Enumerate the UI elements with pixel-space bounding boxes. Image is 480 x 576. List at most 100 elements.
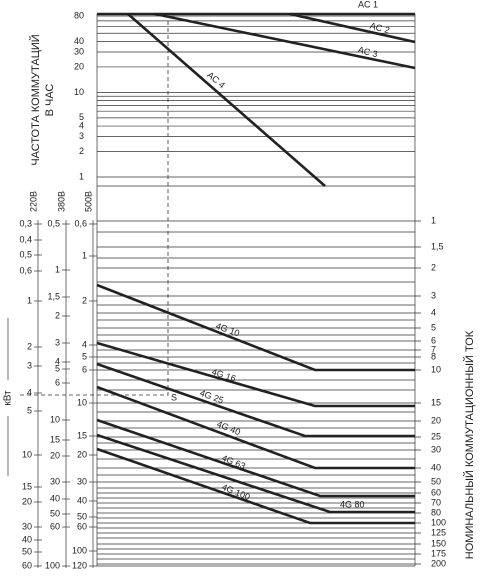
duty-curve [154,12,416,70]
power-label: 10 [22,449,32,459]
power-label: 0,5 [47,218,60,228]
power-label: 20 [77,449,87,459]
curve-label: 4G 16 [211,367,237,384]
frequency-label: 20 [74,61,84,71]
power-label: 2 [55,310,60,320]
power-label: 1 [27,295,32,305]
voltage-header: 500В [83,191,93,212]
rating-curve [96,362,415,438]
duty-curve [127,13,326,187]
power-label: 50 [50,508,60,518]
frequency-label: 40 [74,36,84,46]
power-label: 60 [50,521,60,531]
power-label: 6 [55,377,60,387]
power-label: 0,3 [19,218,32,228]
power-label: 30 [50,476,60,486]
current-label: 200 [431,558,446,568]
frequency-label: 80 [74,10,84,20]
power-label: 20 [22,496,32,506]
power-label: 20 [50,450,60,460]
frequency-label: 10 [74,87,84,97]
current-label: 5 [431,322,436,332]
power-label: 0,6 [19,265,32,275]
current-label: 1 [431,215,436,225]
frequency-label: 30 [74,46,84,56]
rating-curve [96,433,415,514]
current-label: 7 [431,344,436,354]
power-label: 5 [82,351,87,361]
power-label: 4 [82,339,87,349]
current-label: 6 [431,335,436,345]
current-label: 2 [431,262,436,272]
current-label: 25 [431,431,441,441]
power-label: 60 [22,560,32,570]
power-label: 6 [82,364,87,374]
power-label: 1,5 [47,291,60,301]
power-label: 30 [77,476,87,486]
power-label: 0,6 [74,218,87,228]
power-label: 4 [27,387,32,397]
power-label: 30 [22,521,32,531]
power-label: 15 [50,434,60,444]
power-label: 40 [22,534,32,544]
curve-label: AC 4 [205,70,227,91]
voltage-header: 220В [28,191,38,212]
rating-curve [96,447,415,525]
power-label: 100 [45,560,60,570]
current-label: 30 [431,444,441,454]
current-label: 80 [431,507,441,517]
current-label: 8 [431,351,436,361]
power-label: 5 [55,363,60,373]
power-label: 3 [55,337,60,347]
axis-title: НОМИНАЛЬНЫЙ КОММУТАЦИОННЫЙ ТОК [463,330,476,559]
current-label: 1,5 [431,241,444,251]
current-label: 150 [431,538,446,548]
duty-curve [289,12,416,44]
current-label: 50 [431,476,441,486]
current-label: 10 [431,364,441,374]
power-label: 2 [82,295,87,305]
power-label: 0,5 [19,249,32,259]
current-label: 70 [431,497,441,507]
current-label: 100 [431,517,446,527]
power-label: 10 [50,414,60,424]
current-label: 4 [431,307,436,317]
power-label: 40 [77,495,87,505]
power-label: 5 [27,405,32,415]
frequency-label: 5 [79,112,84,122]
frequency-label: 4 [79,120,84,130]
power-label: 0,4 [19,234,32,244]
power-label: 3 [27,360,32,370]
rating-curve [96,418,415,498]
current-label: 3 [431,290,436,300]
power-label: 40 [50,493,60,503]
power-label: 50 [22,546,32,556]
guide [20,14,169,396]
power-label: 10 [77,397,87,407]
power-label: 60 [77,521,87,531]
current-label: 60 [431,487,441,497]
power-label: 50 [77,511,87,521]
curve-label: 4G 40 [215,419,241,437]
current-label: 40 [431,462,441,472]
current-label: 15 [431,397,441,407]
power-label: 2 [27,341,32,351]
frequency-label: 1 [79,171,84,181]
curve-label: 4G 63 [220,453,246,471]
power-label: 120 [72,560,87,570]
curve-label: AC 1 [358,0,378,9]
power-label: 1 [55,264,60,274]
axis-title: В ЧАС [44,84,56,117]
power-label: 1 [82,250,87,260]
frequency-label: 3 [79,131,84,141]
power-label: 15 [22,481,32,491]
voltage-header: 380В [56,191,66,212]
power-label: 100 [72,545,87,555]
current-label: 125 [431,527,446,537]
current-label: 175 [431,548,446,558]
power-label: 15 [77,430,87,440]
axis-title: ЧАСТОТА КОММУТАЦИЙ [29,34,42,165]
point-label: S [171,392,177,402]
current-label: 20 [431,415,441,425]
